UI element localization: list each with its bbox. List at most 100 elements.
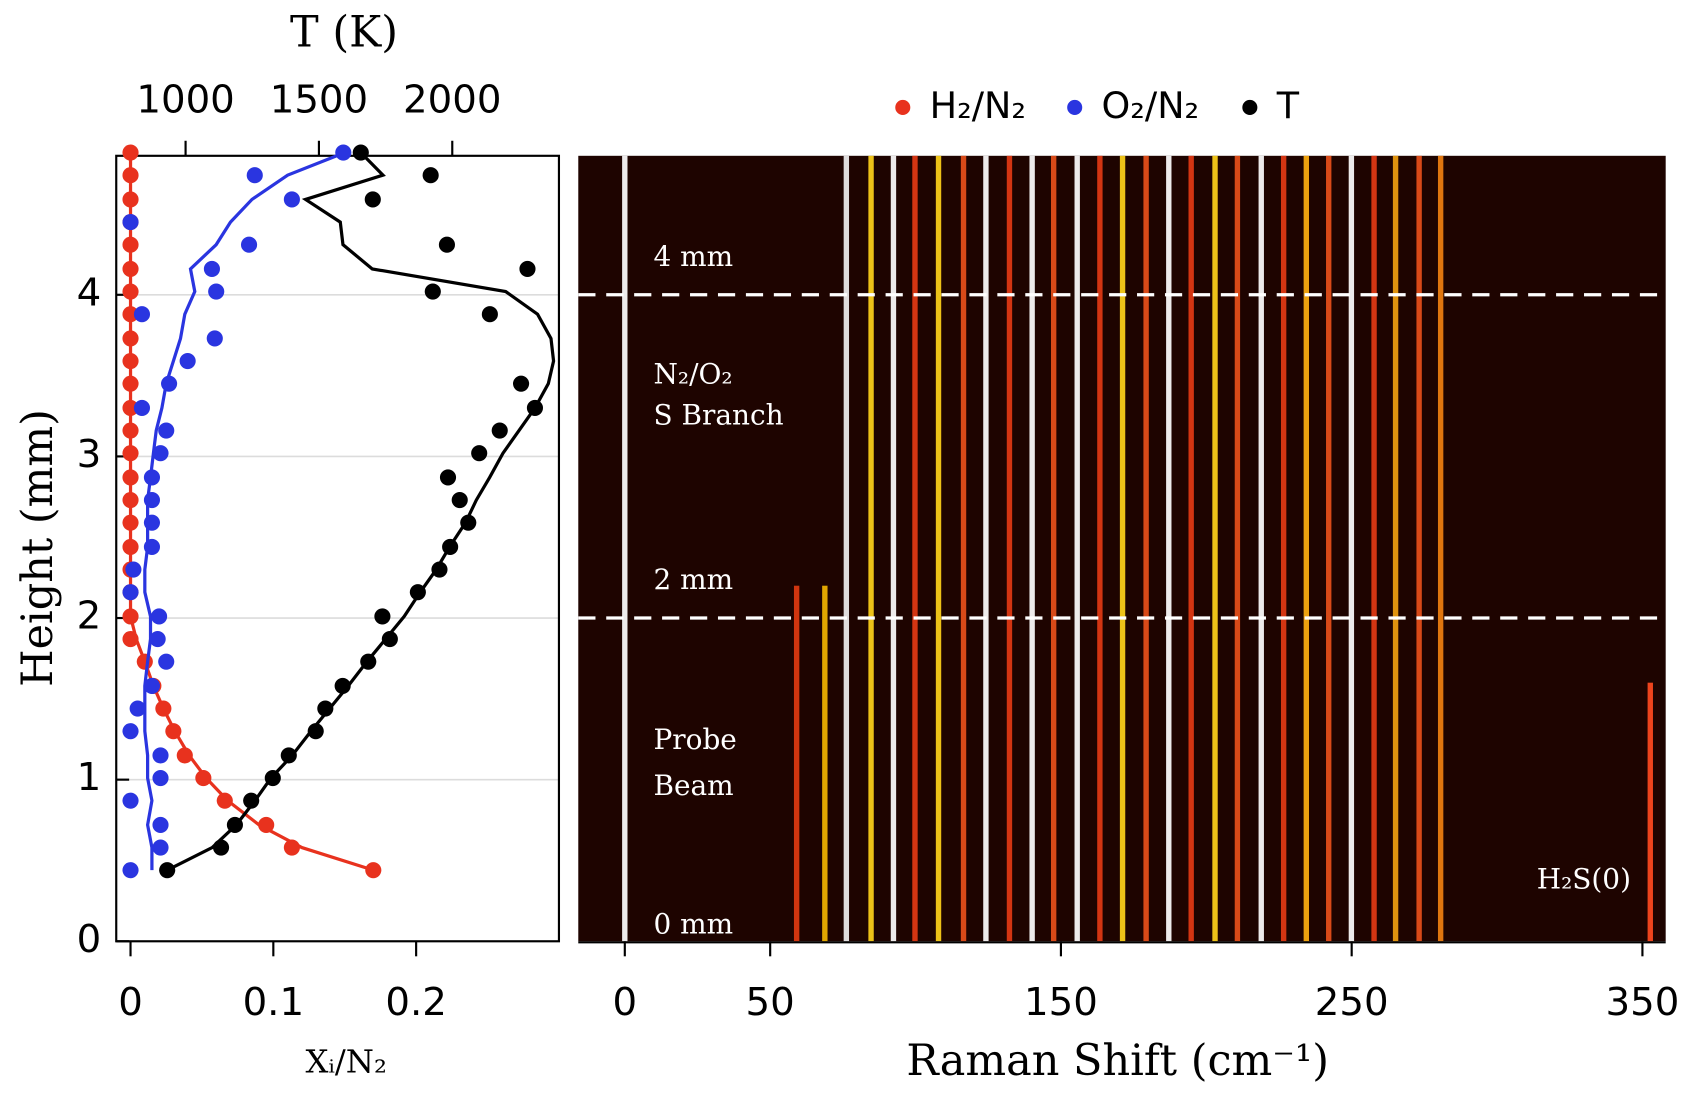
data-point [258, 816, 275, 833]
legend-marker [1242, 99, 1258, 115]
data-point [158, 422, 175, 439]
legend-label: O₂/N₂ [1102, 84, 1200, 127]
data-point [122, 792, 139, 809]
data-point [122, 538, 139, 555]
x-tick-label: 0.1 [243, 980, 305, 1025]
data-point [481, 306, 498, 323]
raman-line [1119, 155, 1126, 942]
data-point [152, 769, 169, 787]
data-point [122, 469, 139, 486]
data-point [122, 375, 139, 392]
y-tick-label: 2 [77, 594, 102, 639]
annotation: H₂S(0) [1537, 863, 1631, 896]
raman-line [1326, 155, 1332, 942]
data-point [246, 167, 263, 184]
top-axis-title: T (K) [290, 7, 398, 57]
raman-line [1647, 682, 1653, 942]
raman-line [1280, 155, 1287, 942]
data-point [206, 330, 223, 347]
raman-line [1437, 155, 1444, 942]
data-point [335, 144, 352, 161]
raman-line [912, 155, 918, 942]
data-point [243, 792, 260, 809]
data-point [280, 747, 297, 764]
data-point [203, 260, 220, 277]
data-point [143, 469, 161, 486]
data-point [122, 862, 139, 879]
raman-line [1212, 155, 1218, 942]
data-point [122, 144, 139, 161]
data-point [352, 144, 369, 161]
data-point [152, 839, 169, 856]
annotation: 0 mm [653, 908, 733, 941]
data-point [307, 723, 324, 740]
data-point [158, 653, 175, 670]
legend-label: H₂/N₂ [930, 84, 1026, 127]
raman-line [1143, 155, 1149, 942]
data-point [129, 700, 146, 717]
data-point [152, 445, 169, 462]
data-point [122, 167, 139, 184]
data-point [122, 445, 139, 462]
data-point [422, 167, 439, 184]
x-tick-label: 0 [118, 980, 143, 1025]
data-point [438, 236, 455, 253]
annotation: Probe [653, 723, 736, 756]
legend-marker [1067, 99, 1083, 115]
data-point [122, 306, 139, 323]
raman-line [622, 155, 628, 942]
data-point [226, 816, 243, 833]
data-point [283, 191, 300, 208]
raman-line [843, 155, 850, 942]
raman-line [1258, 155, 1264, 942]
raman-line [1074, 155, 1080, 942]
x-tick-label: 0 [612, 980, 637, 1025]
data-point [409, 584, 426, 601]
data-point [122, 608, 139, 625]
data-point [216, 792, 233, 809]
data-point [122, 214, 139, 231]
annotation: S Branch [653, 398, 783, 431]
marker-label: 4 mm [653, 240, 733, 273]
data-point [381, 630, 398, 648]
data-point [149, 630, 166, 648]
data-point [264, 769, 281, 787]
raman-line [1416, 155, 1422, 942]
data-point [122, 630, 139, 648]
data-point [451, 491, 468, 509]
data-point [212, 839, 230, 856]
y-axis-title: Height (mm) [13, 409, 63, 687]
data-point [195, 769, 212, 787]
data-point [519, 260, 536, 277]
data-point [122, 514, 139, 531]
data-point [526, 399, 543, 416]
plot-frame [115, 154, 561, 943]
x2-tick-label: 1000 [136, 78, 234, 123]
fit-line [166, 151, 556, 872]
data-point [513, 375, 530, 392]
raman-line [1303, 155, 1310, 942]
x-tick-label: 350 [1606, 980, 1680, 1025]
x-tick-label: 0.2 [385, 980, 447, 1025]
data-point [176, 747, 193, 764]
x-tick-label: 50 [746, 980, 795, 1025]
y-tick-label: 4 [77, 270, 102, 315]
data-point [283, 839, 300, 856]
data-point [240, 236, 258, 253]
raman-line [960, 155, 967, 942]
y-tick-label: 3 [77, 432, 102, 477]
annotation: N₂/O₂ [653, 358, 732, 391]
fit-line [128, 152, 374, 872]
data-point [143, 677, 161, 694]
y-tick-label: 0 [77, 917, 102, 962]
x2-tick-label: 1500 [270, 78, 368, 123]
raman-line [1166, 155, 1172, 942]
data-point [143, 538, 161, 555]
data-point [439, 469, 457, 486]
data-point [165, 723, 182, 740]
raman-line [935, 155, 942, 942]
data-point [122, 191, 139, 208]
raman-line [1029, 155, 1035, 942]
data-point [122, 236, 139, 253]
